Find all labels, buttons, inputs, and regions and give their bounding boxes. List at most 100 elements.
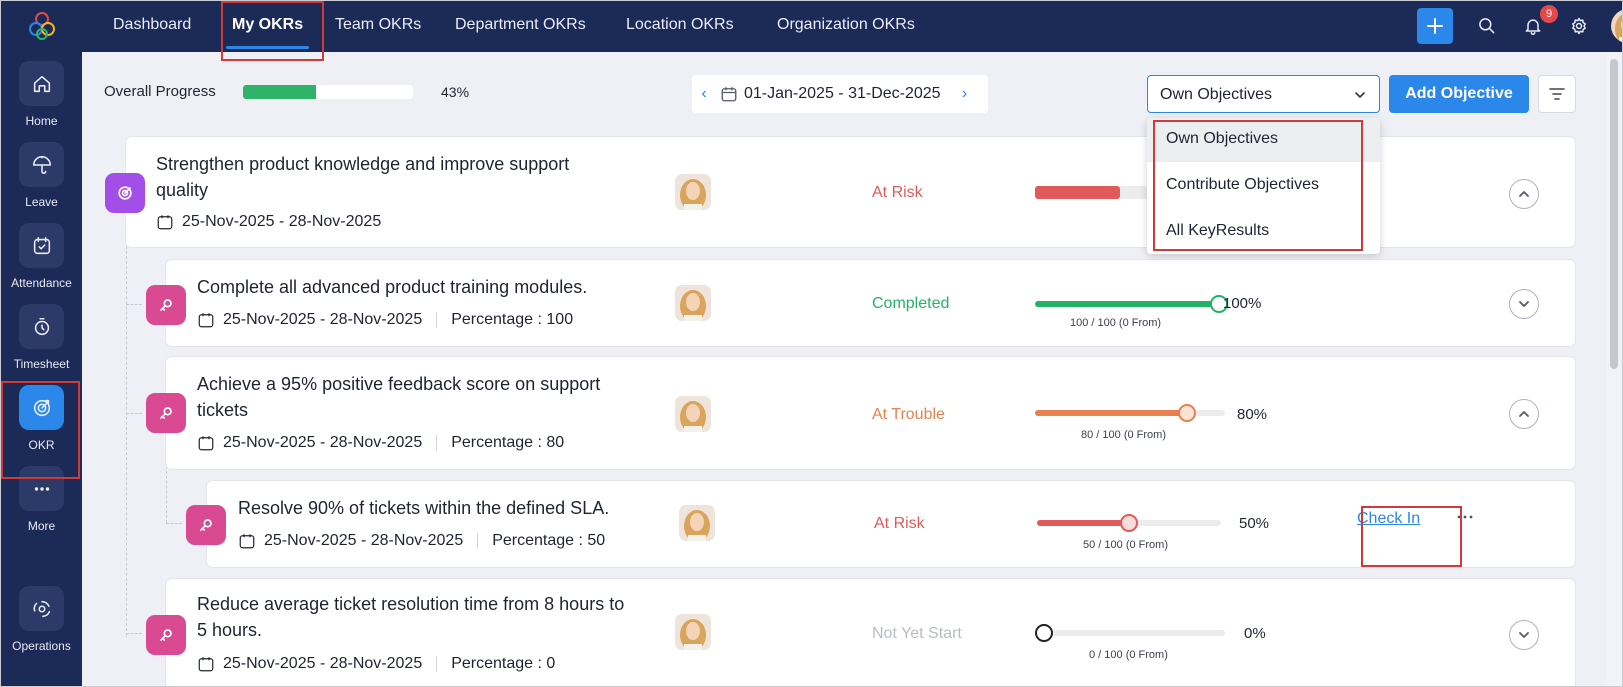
key-result-title[interactable]: Resolve 90% of tickets within the define… <box>238 498 610 518</box>
tab-dashboard[interactable]: Dashboard <box>113 16 192 33</box>
expand-key-result-button[interactable] <box>1509 289 1539 319</box>
sidebar-item-leave[interactable]: Leave <box>1 140 82 216</box>
key-result-title[interactable]: Achieve a 95% positive feedback score on… <box>197 374 601 420</box>
key-result-percent: 100% <box>1223 295 1262 312</box>
chevron-right-icon[interactable]: › <box>961 85 968 102</box>
key-result-title[interactable]: Reduce average ticket resolution time fr… <box>197 594 625 640</box>
check-in-link[interactable]: Check In <box>1357 510 1421 527</box>
owner-avatar[interactable] <box>675 396 711 432</box>
key-result-status: Completed <box>872 295 950 312</box>
tree-connector <box>126 413 142 414</box>
owner-avatar[interactable] <box>675 285 711 321</box>
sidebar-item-label: Home <box>25 114 58 128</box>
date-range-text[interactable]: 01-Jan-2025 - 31-Dec-2025 <box>744 85 941 102</box>
plus-icon <box>1427 18 1443 34</box>
sidebar-item-more[interactable]: More <box>1 464 82 540</box>
option-contribute-objectives[interactable]: Contribute Objectives <box>1166 176 1319 193</box>
calendar-icon <box>198 436 214 451</box>
objective-title[interactable]: Strengthen product knowledge and improve… <box>156 154 570 200</box>
key-result-title[interactable]: Complete all advanced product training m… <box>197 277 588 297</box>
app-logo-icon[interactable] <box>27 11 57 41</box>
filter-icon <box>1549 88 1565 100</box>
key-result-from: 80 / 100 (0 From) <box>1081 429 1166 441</box>
notification-badge: 9 <box>1540 5 1558 23</box>
sidebar-item-timesheet[interactable]: Timesheet <box>1 302 82 378</box>
operations-icon <box>33 600 50 617</box>
tab-department-okrs[interactable]: Department OKRs <box>455 16 586 33</box>
sidebar-item-label: Attendance <box>11 276 72 290</box>
user-avatar[interactable] <box>1611 9 1622 43</box>
search-button[interactable] <box>1474 13 1500 39</box>
sidebar: Home Leave Attendance Timesheet OKR More… <box>1 1 82 686</box>
key-result-badge <box>146 615 186 655</box>
key-icon <box>160 407 172 419</box>
key-result-status: At Risk <box>874 515 925 532</box>
slider-handle[interactable] <box>1178 404 1196 422</box>
key-result-card[interactable] <box>207 481 1575 567</box>
sidebar-item-attendance[interactable]: Attendance <box>1 221 82 297</box>
key-result-card[interactable] <box>166 260 1575 346</box>
option-all-keyresults[interactable]: All KeyResults <box>1166 222 1270 239</box>
owner-avatar[interactable] <box>675 614 711 650</box>
key-result-meta: 25-Nov-2025 - 28-Nov-2025 Percentage : 5… <box>238 532 605 550</box>
notifications-button[interactable] <box>1520 13 1546 39</box>
sidebar-item-label: More <box>27 519 56 533</box>
tab-organization-okrs[interactable]: Organization OKRs <box>777 16 915 33</box>
owner-avatar[interactable] <box>679 505 715 541</box>
bell-icon <box>1525 19 1541 36</box>
key-result-card[interactable] <box>166 579 1575 686</box>
overall-progress-percent: 43% <box>441 84 470 100</box>
objective-meta: 25-Nov-2025 - 28-Nov-2025 <box>156 213 381 231</box>
sidebar-item-label: OKR <box>28 438 55 452</box>
tab-location-okrs[interactable]: Location OKRs <box>626 16 734 33</box>
expand-key-result-button[interactable] <box>1509 620 1539 650</box>
chevron-up-icon <box>1519 411 1529 417</box>
key-result-progress-slider[interactable] <box>1037 514 1221 532</box>
scrollbar-thumb[interactable] <box>1610 59 1618 369</box>
key-result-meta: 25-Nov-2025 - 28-Nov-2025 Percentage : 0 <box>197 655 555 673</box>
key-result-from: 0 / 100 (0 From) <box>1089 649 1168 661</box>
filter-button[interactable] <box>1538 75 1576 113</box>
settings-button[interactable] <box>1566 13 1592 39</box>
key-result-progress-slider[interactable] <box>1035 404 1225 422</box>
sidebar-item-okr[interactable]: OKR <box>1 383 82 459</box>
calendar-check-icon <box>33 236 50 254</box>
quick-add-button[interactable] <box>1417 8 1453 44</box>
key-result-card[interactable] <box>166 357 1575 469</box>
slider-handle[interactable] <box>1035 624 1053 642</box>
key-result-status: At Trouble <box>872 406 945 423</box>
avatar-image <box>1611 9 1622 43</box>
tab-my-okrs[interactable]: My OKRs <box>225 1 310 52</box>
home-icon <box>33 75 50 92</box>
sidebar-item-operations[interactable]: Operations <box>1 584 82 660</box>
collapse-key-result-button[interactable] <box>1509 399 1539 429</box>
key-result-progress-slider[interactable] <box>1035 624 1225 642</box>
key-result-percent: 0% <box>1244 625 1266 642</box>
slider-handle[interactable] <box>1210 295 1228 313</box>
overall-progress-bar <box>243 85 413 99</box>
slider-handle[interactable] <box>1120 514 1138 532</box>
tab-team-okrs[interactable]: Team OKRs <box>335 16 422 33</box>
objective-filter-select[interactable]: Own Objectives <box>1147 75 1380 113</box>
collapse-objective-button[interactable] <box>1509 179 1539 209</box>
key-result-percentage: Percentage : 100 <box>451 311 574 328</box>
search-icon <box>1479 18 1495 34</box>
timer-icon <box>34 317 49 335</box>
more-options-button[interactable] <box>1457 507 1473 525</box>
tree-connector <box>126 304 142 305</box>
sidebar-item-label: Leave <box>25 195 58 209</box>
add-objective-button[interactable]: Add Objective <box>1389 75 1529 113</box>
chevron-left-icon[interactable]: ‹ <box>701 85 707 102</box>
sidebar-item-label: Operations <box>12 639 71 653</box>
more-icon <box>34 486 49 491</box>
option-own-objectives[interactable]: Own Objectives <box>1147 118 1380 162</box>
objective-type-badge <box>105 173 145 213</box>
key-result-percentage: Percentage : 80 <box>451 434 565 451</box>
vertical-scrollbar[interactable] <box>1607 53 1621 686</box>
key-result-progress-slider[interactable] <box>1035 295 1228 313</box>
tree-connector <box>126 241 127 636</box>
sidebar-item-home[interactable]: Home <box>1 59 82 135</box>
owner-avatar[interactable] <box>675 174 711 210</box>
key-icon <box>160 299 172 311</box>
